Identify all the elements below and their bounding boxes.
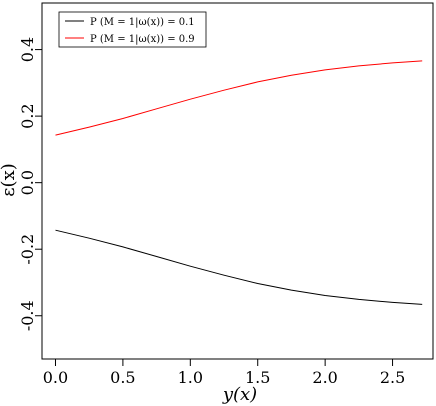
legend-label-series-1: P (M = 1|ω(x)) = 0.1 — [90, 17, 195, 28]
x-tick-label-0: 0.0 — [43, 368, 68, 387]
y-tick-label-0: -0.4 — [18, 300, 37, 331]
x-axis-title: y(x) — [222, 384, 257, 405]
y-tick-label-2: 0.0 — [18, 170, 37, 195]
y-axis: -0.4 -0.2 0.0 0.2 0.4 — [18, 37, 42, 331]
y-tick-label-3: 0.2 — [18, 103, 37, 128]
legend-label-series-2: P (M = 1|ω(x)) = 0.9 — [90, 34, 195, 45]
legend-box — [58, 11, 207, 48]
y-axis-title: ε(x) — [0, 163, 19, 197]
plot-frame — [41, 2, 434, 360]
x-tick-label-3: 1.5 — [245, 368, 270, 387]
x-axis: 0.0 0.5 1.0 1.5 2.0 2.5 — [43, 359, 405, 387]
x-tick-label-1: 0.5 — [110, 368, 135, 387]
series-line-1 — [55, 229, 423, 305]
y-tick-label-1: -0.2 — [18, 234, 37, 265]
series-line-2 — [55, 60, 423, 136]
series-layer — [55, 60, 423, 305]
legend: P (M = 1|ω(x)) = 0.1 P (M = 1|ω(x)) = 0.… — [58, 11, 207, 48]
x-tick-label-2: 1.0 — [178, 368, 203, 387]
y-tick-label-4: 0.4 — [18, 37, 37, 62]
x-tick-label-5: 2.5 — [380, 368, 405, 387]
x-tick-label-4: 2.0 — [312, 368, 337, 387]
